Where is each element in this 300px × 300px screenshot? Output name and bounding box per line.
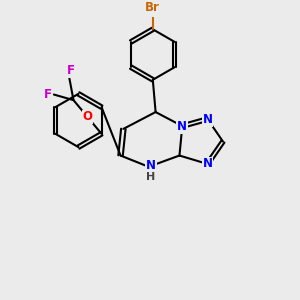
Text: N: N	[202, 158, 212, 170]
Text: H: H	[146, 172, 155, 182]
Text: F: F	[67, 64, 75, 77]
Text: N: N	[202, 112, 212, 126]
Text: Br: Br	[146, 1, 160, 14]
Text: N: N	[146, 159, 156, 172]
Text: F: F	[44, 88, 52, 101]
Text: O: O	[82, 110, 92, 124]
Text: N: N	[177, 120, 187, 133]
